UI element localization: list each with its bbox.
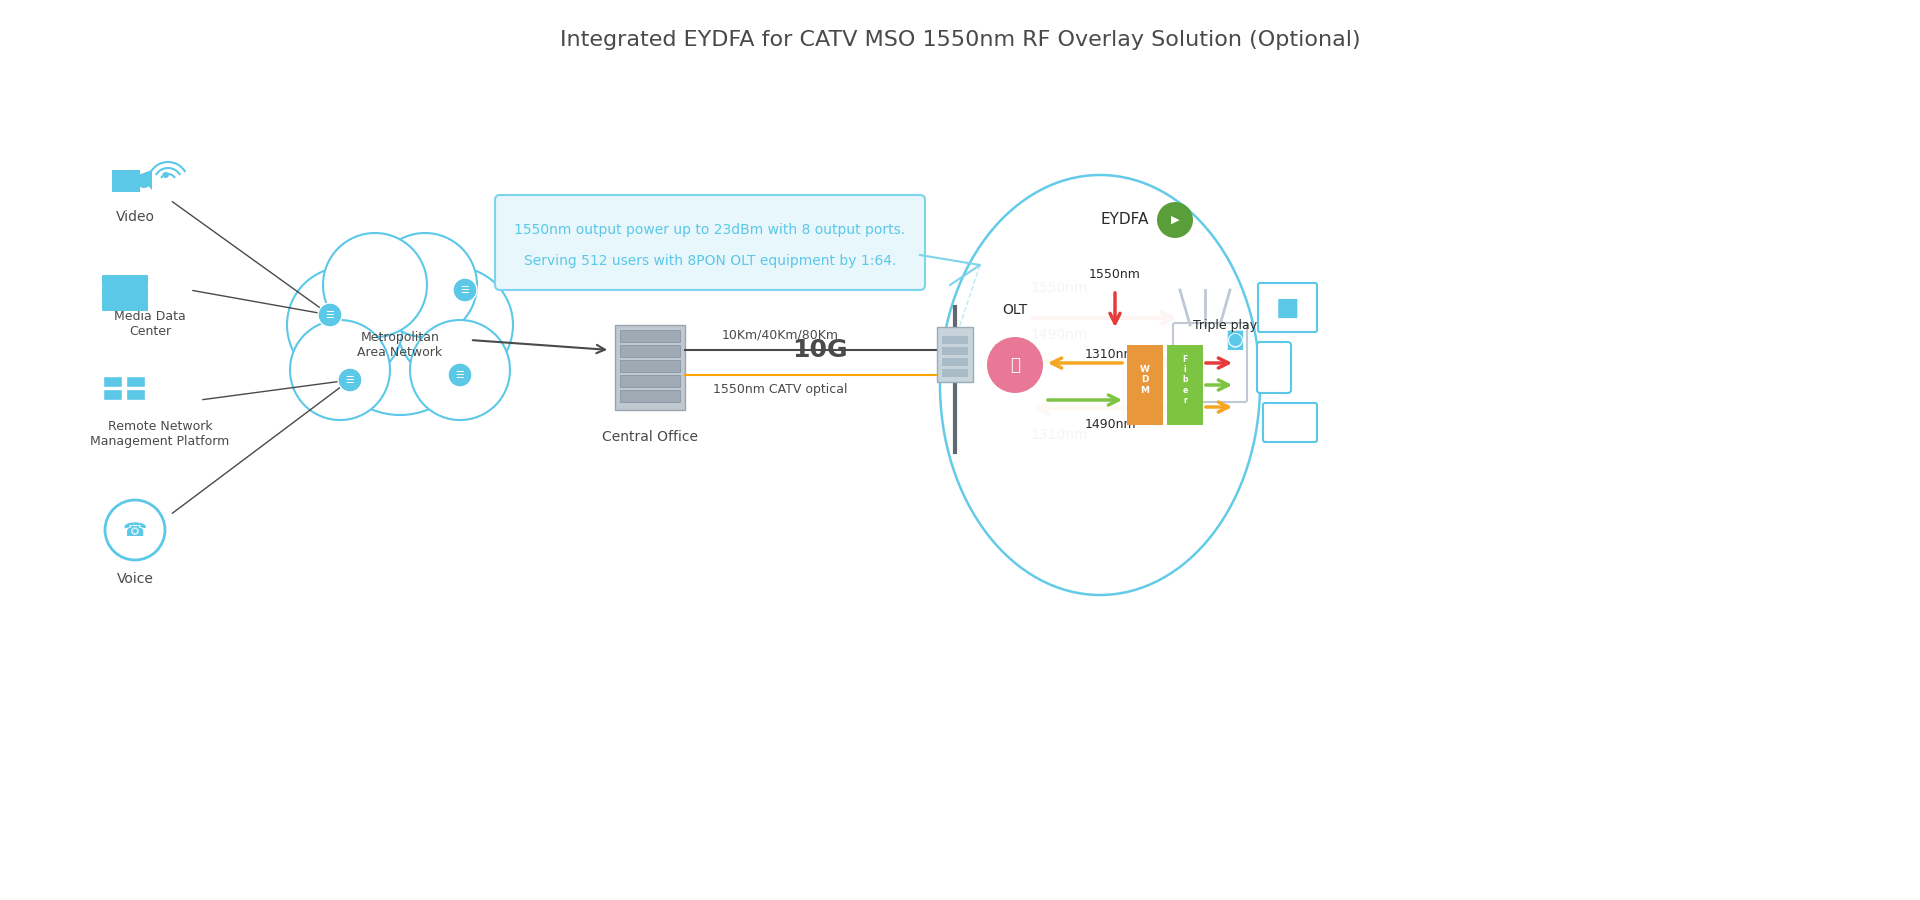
Text: ☰: ☰ bbox=[326, 310, 334, 320]
Text: W
D
M: W D M bbox=[1140, 365, 1150, 395]
Text: Voice: Voice bbox=[117, 572, 154, 586]
Circle shape bbox=[447, 363, 472, 387]
Circle shape bbox=[397, 267, 513, 383]
Bar bbox=[104, 376, 123, 387]
Bar bbox=[620, 360, 680, 372]
Text: 1490nm: 1490nm bbox=[1029, 328, 1087, 342]
FancyBboxPatch shape bbox=[1258, 342, 1290, 393]
Bar bbox=[620, 390, 680, 402]
Bar bbox=[943, 347, 968, 355]
Circle shape bbox=[136, 174, 152, 188]
Bar bbox=[127, 389, 146, 400]
Bar bbox=[620, 330, 680, 342]
Circle shape bbox=[411, 320, 511, 420]
FancyBboxPatch shape bbox=[102, 275, 148, 287]
Text: Video: Video bbox=[115, 210, 154, 224]
Circle shape bbox=[987, 337, 1043, 393]
Text: Serving 512 users with 8PON OLT equipment by 1:64.: Serving 512 users with 8PON OLT equipmen… bbox=[524, 254, 897, 268]
Bar bbox=[111, 170, 140, 192]
Circle shape bbox=[338, 368, 363, 392]
Bar bbox=[614, 325, 685, 410]
Bar bbox=[1167, 345, 1204, 425]
Text: ■: ■ bbox=[1277, 296, 1300, 320]
Text: ◙: ◙ bbox=[1225, 330, 1244, 350]
Text: Integrated EYDFA for CATV MSO 1550nm RF Overlay Solution (Optional): Integrated EYDFA for CATV MSO 1550nm RF … bbox=[561, 30, 1359, 50]
Text: Metropolitan
Area Network: Metropolitan Area Network bbox=[357, 331, 444, 359]
FancyBboxPatch shape bbox=[1173, 323, 1246, 402]
Text: Central Office: Central Office bbox=[603, 430, 699, 444]
Text: Triple play: Triple play bbox=[1192, 319, 1258, 331]
Text: ●: ● bbox=[161, 170, 169, 179]
Text: 1310nm: 1310nm bbox=[1085, 348, 1137, 362]
Text: Remote Network
Management Platform: Remote Network Management Platform bbox=[90, 420, 230, 448]
Circle shape bbox=[286, 267, 403, 383]
Circle shape bbox=[372, 233, 476, 337]
FancyBboxPatch shape bbox=[495, 195, 925, 290]
Bar bbox=[943, 358, 968, 366]
Text: ☰: ☰ bbox=[461, 285, 468, 295]
FancyBboxPatch shape bbox=[102, 287, 148, 299]
Bar bbox=[127, 376, 146, 387]
Text: OLT: OLT bbox=[1002, 303, 1027, 317]
Bar bbox=[620, 375, 680, 387]
Text: ☎: ☎ bbox=[123, 520, 148, 539]
Text: 1550nm: 1550nm bbox=[1089, 268, 1140, 282]
Text: Media Data
Center: Media Data Center bbox=[113, 310, 186, 338]
FancyBboxPatch shape bbox=[1258, 283, 1317, 332]
Text: ☰: ☰ bbox=[455, 370, 465, 380]
Ellipse shape bbox=[941, 175, 1260, 595]
FancyBboxPatch shape bbox=[1263, 403, 1317, 442]
Text: EYDFA: EYDFA bbox=[1100, 212, 1150, 228]
Text: ⎕: ⎕ bbox=[1010, 356, 1020, 374]
Text: 10Km/40Km/80Km: 10Km/40Km/80Km bbox=[722, 329, 839, 342]
Text: 1550nm output power up to 23dBm with 8 output ports.: 1550nm output power up to 23dBm with 8 o… bbox=[515, 223, 906, 237]
Text: 1550nm: 1550nm bbox=[1029, 281, 1087, 295]
Bar bbox=[1127, 345, 1164, 425]
Text: ☰: ☰ bbox=[346, 375, 355, 385]
Circle shape bbox=[453, 278, 476, 302]
Circle shape bbox=[324, 265, 474, 415]
Bar bbox=[943, 336, 968, 344]
Bar bbox=[937, 327, 973, 382]
Text: 1310nm: 1310nm bbox=[1029, 428, 1087, 442]
Bar bbox=[620, 345, 680, 357]
Text: 10G: 10G bbox=[793, 338, 849, 362]
Text: ▶: ▶ bbox=[1171, 215, 1179, 225]
Circle shape bbox=[319, 303, 342, 327]
Text: F
i
b
e
r: F i b e r bbox=[1183, 355, 1188, 405]
Polygon shape bbox=[138, 170, 152, 190]
Text: 1490nm: 1490nm bbox=[1085, 418, 1137, 431]
Circle shape bbox=[290, 320, 390, 420]
Text: 1550nm CATV optical: 1550nm CATV optical bbox=[712, 383, 847, 396]
Circle shape bbox=[323, 233, 426, 337]
Bar bbox=[104, 389, 123, 400]
Circle shape bbox=[1158, 202, 1192, 238]
Polygon shape bbox=[995, 344, 1025, 380]
Bar bbox=[943, 369, 968, 377]
FancyBboxPatch shape bbox=[102, 299, 148, 311]
